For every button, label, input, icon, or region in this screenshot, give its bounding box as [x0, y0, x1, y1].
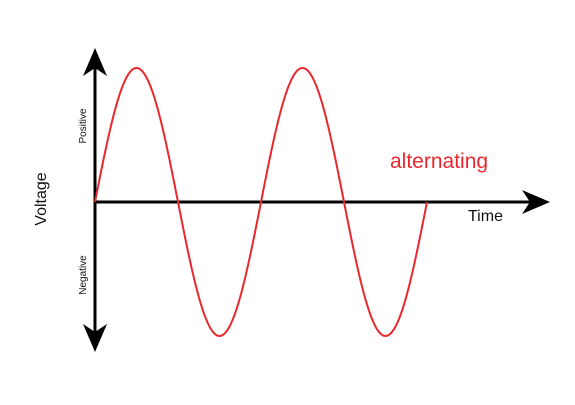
positive-label: Positive — [78, 108, 89, 143]
waveform-label: alternating — [390, 150, 488, 173]
time-axis-arrow — [522, 190, 550, 214]
time-axis-label: Time — [468, 208, 503, 225]
voltage-axis-arrow-up — [83, 48, 107, 76]
voltage-axis-label: Voltage — [33, 172, 50, 225]
alternating-waveform — [94, 66, 428, 338]
negative-label: Negative — [78, 255, 89, 295]
voltage-axis-arrow-down — [83, 324, 107, 352]
